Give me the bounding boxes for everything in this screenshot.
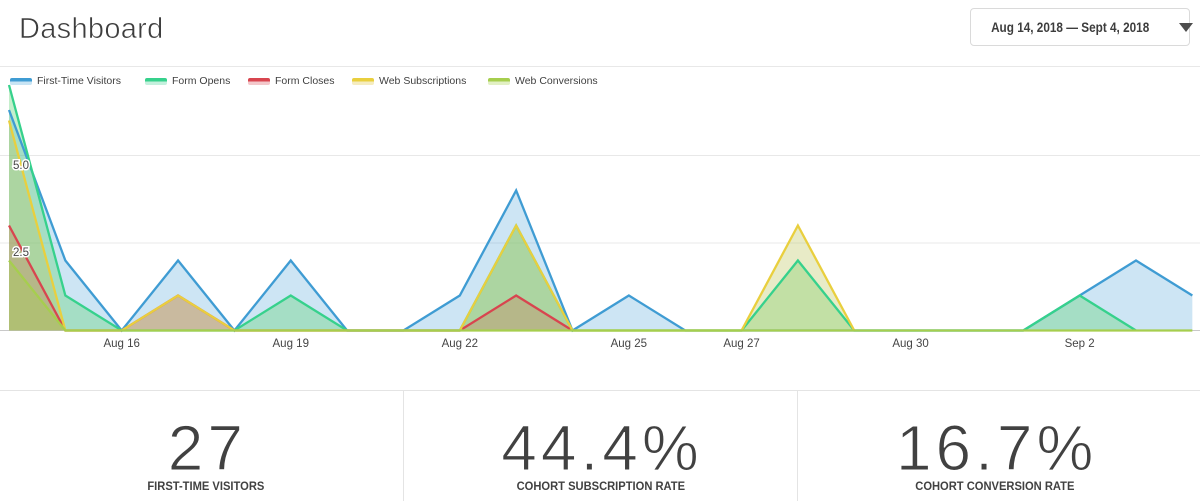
svg-text:2.5: 2.5 xyxy=(13,247,29,259)
svg-text:Aug 22: Aug 22 xyxy=(442,338,478,350)
svg-text:Aug 27: Aug 27 xyxy=(723,338,759,350)
svg-text:Aug 30: Aug 30 xyxy=(892,338,928,350)
svg-text:5.0: 5.0 xyxy=(13,160,29,172)
svg-text:Sep 2: Sep 2 xyxy=(1065,338,1095,350)
svg-text:Aug 16: Aug 16 xyxy=(103,338,139,350)
svg-text:Aug 19: Aug 19 xyxy=(273,338,309,350)
svg-text:Aug 25: Aug 25 xyxy=(611,338,647,350)
